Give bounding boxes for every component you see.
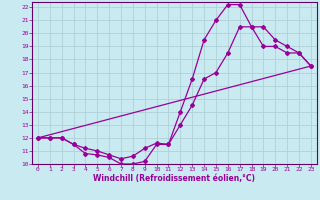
- X-axis label: Windchill (Refroidissement éolien,°C): Windchill (Refroidissement éolien,°C): [93, 174, 255, 183]
